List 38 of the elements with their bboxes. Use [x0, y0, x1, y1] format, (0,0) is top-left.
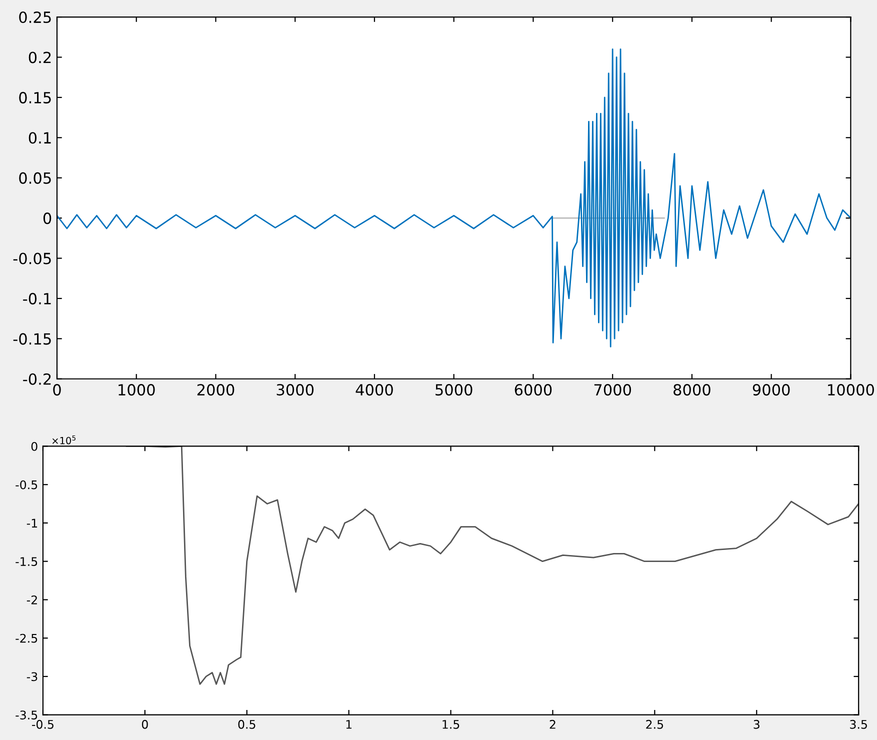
y-tick-label: -3.5	[16, 710, 38, 720]
x-tick-label: 3	[754, 720, 760, 729]
y-tick-label: 0	[31, 442, 38, 451]
y-tick-label: -1.5	[16, 557, 38, 566]
x-tick-label: 1	[346, 720, 352, 729]
y-tick-label: -3	[26, 672, 38, 682]
y-tick-label: 0	[43, 212, 52, 224]
x-tick-label: 4000	[356, 384, 393, 396]
x-tick-label: 1000	[118, 384, 155, 396]
y-tick-label: 0.15	[19, 92, 51, 104]
x-tick-label: 10000	[828, 384, 874, 396]
x-tick-label: 8000	[674, 384, 710, 396]
x-tick-label: 2.5	[646, 720, 664, 729]
x-tick-label: 3.5	[850, 720, 867, 729]
y-tick-label: -0.1	[23, 292, 51, 304]
x-tick-label: 5000	[436, 384, 472, 396]
x-tick-label: 3000	[276, 384, 314, 396]
y-tick-label: -0.05	[13, 252, 51, 264]
x-tick-label: 0.5	[238, 720, 256, 729]
y-tick-label: -2	[26, 595, 37, 604]
x-tick-label: 0	[142, 720, 148, 729]
x-tick-label: 2000	[197, 384, 234, 396]
y-tick-label: -1	[26, 518, 38, 528]
y-tick-label: 0.05	[19, 172, 51, 184]
y-tick-label: -0.15	[13, 333, 51, 345]
y-tick-label: -0.2	[23, 373, 51, 385]
x-tick-label: 2	[550, 720, 556, 729]
y-tick-label: -0.5	[16, 480, 38, 490]
y-tick-label: 0.2	[28, 52, 51, 64]
y-tick-label: 0.1	[28, 132, 51, 144]
x-tick-label: 0	[53, 384, 61, 396]
y-tick-label: 0.25	[19, 11, 51, 24]
x-tick-label: 7000	[594, 384, 632, 396]
x-tick-label: 1.5	[442, 720, 460, 729]
text: ×10$^{5}$	[52, 435, 76, 444]
x-tick-label: 9000	[752, 384, 790, 396]
y-tick-label: -2.5	[16, 634, 38, 643]
x-tick-label: 6000	[514, 384, 552, 396]
